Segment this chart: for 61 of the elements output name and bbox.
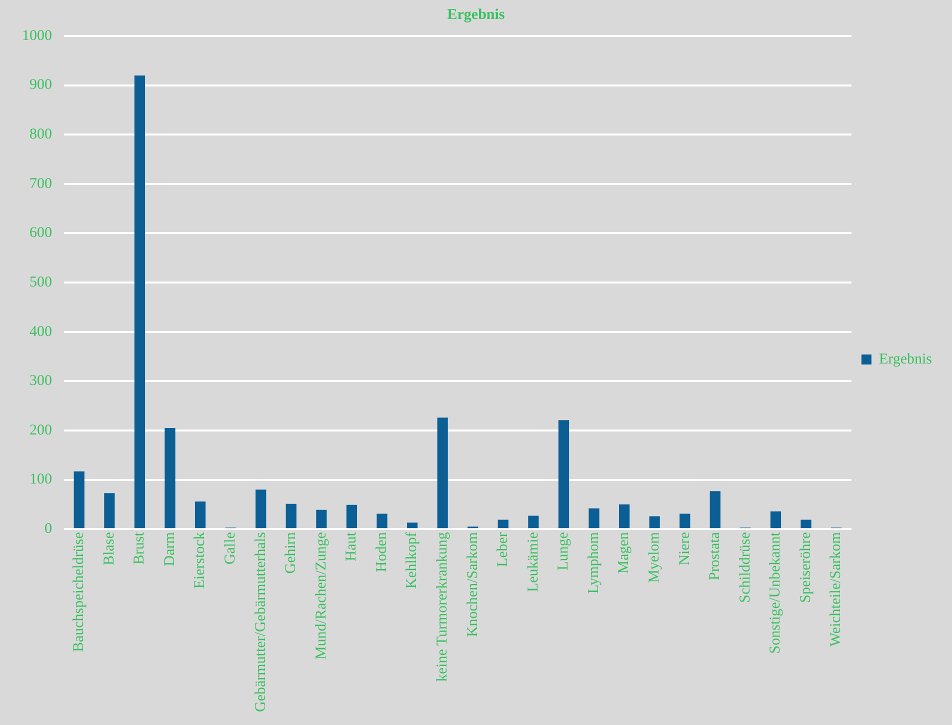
y-tick-label: 0 bbox=[44, 521, 52, 538]
x-tick-label: Speiseröhre bbox=[798, 532, 814, 603]
bar bbox=[649, 516, 660, 528]
x-tick-label: Magen bbox=[616, 532, 632, 574]
bar bbox=[376, 514, 388, 528]
chart-title: Ergebnis bbox=[447, 6, 505, 23]
bar bbox=[770, 511, 782, 528]
bar bbox=[588, 508, 600, 528]
x-tick-label: Eierstock bbox=[192, 532, 208, 589]
x-tick-label: Schilddrüse bbox=[737, 532, 754, 603]
x-tick-label: Gebärmutter/Gebärmutterhals bbox=[252, 532, 269, 712]
x-tick-label: Brust bbox=[132, 531, 148, 565]
y-tick-label: 800 bbox=[30, 126, 52, 143]
y-tick-label: 500 bbox=[30, 274, 52, 290]
bar bbox=[558, 420, 570, 528]
bar bbox=[104, 493, 115, 528]
x-tick-label: Myelom bbox=[646, 532, 663, 583]
x-tick-label: Leber bbox=[495, 532, 512, 568]
y-tick-label: 700 bbox=[30, 176, 52, 192]
x-tick-label: Blase bbox=[101, 532, 118, 566]
y-tick-label: 1000 bbox=[22, 28, 52, 44]
x-tick-label: Niere bbox=[676, 532, 693, 566]
bar bbox=[194, 501, 206, 528]
bar bbox=[406, 522, 418, 528]
bar bbox=[74, 471, 84, 528]
bar bbox=[437, 418, 448, 528]
bar bbox=[710, 491, 720, 528]
x-tick-label: Bauchspeicheldrüse bbox=[71, 532, 88, 652]
x-tick-label: Galle bbox=[222, 532, 239, 565]
x-tick-label: Lymphom bbox=[586, 532, 602, 594]
x-tick-label: Hoden bbox=[374, 532, 390, 572]
bar bbox=[286, 504, 296, 528]
bar bbox=[164, 428, 176, 528]
legend-label: Ergebnis bbox=[878, 351, 932, 368]
x-tick-label: Prostata bbox=[707, 532, 724, 580]
y-tick-label: 200 bbox=[30, 422, 52, 438]
bar bbox=[528, 516, 539, 528]
bar bbox=[134, 75, 146, 528]
bar bbox=[316, 510, 327, 528]
x-tick-label: Kehlkopf bbox=[404, 532, 420, 589]
x-tick-label: keine Turmorerkrankung bbox=[434, 532, 451, 682]
x-tick-label: Gehirn bbox=[283, 532, 300, 574]
bar bbox=[680, 514, 690, 528]
x-tick-label: Weichteile/Sarkom bbox=[828, 532, 844, 647]
bar bbox=[800, 520, 812, 528]
y-tick-label: 100 bbox=[30, 472, 52, 488]
y-tick-label: 300 bbox=[30, 373, 52, 390]
bar bbox=[498, 520, 508, 528]
x-tick-label: Sonstige/Unbekannt bbox=[768, 531, 784, 654]
bar bbox=[256, 490, 266, 528]
y-tick-label: 600 bbox=[30, 225, 52, 242]
x-tick-label: Leukämie bbox=[525, 532, 542, 592]
x-tick-label: Knochen/Sarkom bbox=[464, 532, 481, 638]
x-tick-label: Mund/Rachen/Zunge bbox=[313, 532, 330, 660]
x-tick-label: Haut bbox=[344, 531, 360, 562]
y-tick-label: 400 bbox=[30, 324, 52, 340]
x-tick-label: Darm bbox=[162, 532, 178, 566]
y-tick-label: 900 bbox=[30, 77, 52, 94]
bar bbox=[619, 504, 630, 528]
bar bbox=[346, 504, 358, 528]
x-tick-label: Lunge bbox=[556, 532, 572, 570]
